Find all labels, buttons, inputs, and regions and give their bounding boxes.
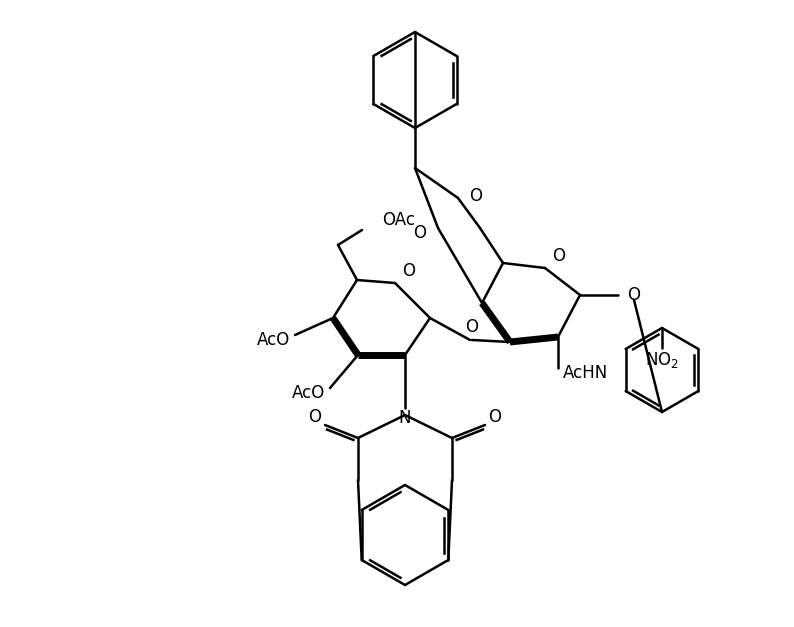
Text: O: O <box>465 318 479 336</box>
Text: O: O <box>413 224 426 242</box>
Text: AcO: AcO <box>291 384 325 402</box>
Text: NO$_2$: NO$_2$ <box>645 350 679 370</box>
Text: AcHN: AcHN <box>563 364 608 382</box>
Text: N: N <box>399 409 411 427</box>
Text: O: O <box>469 187 482 205</box>
Text: AcO: AcO <box>256 331 290 349</box>
Text: O: O <box>552 247 565 265</box>
Text: O: O <box>488 408 502 426</box>
Text: O: O <box>627 286 640 304</box>
Text: OAc: OAc <box>382 211 415 229</box>
Text: O: O <box>309 408 322 426</box>
Text: O: O <box>402 262 415 280</box>
